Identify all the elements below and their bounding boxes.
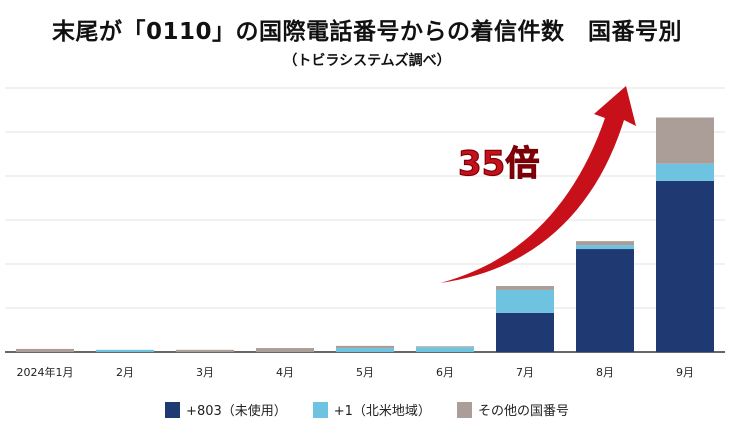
legend-swatch (456, 401, 472, 418)
legend-item: その他の国番号 (456, 400, 569, 419)
x-tick-label: 3月 (196, 366, 214, 379)
bar-segment (576, 241, 634, 246)
x-tick-label: 2月 (116, 366, 134, 379)
legend-swatch (312, 401, 328, 418)
growth-arrow (440, 86, 636, 283)
legend-label: +803（未使用） (186, 404, 287, 419)
bar-segment (96, 349, 154, 352)
legend-item: +1（北米地域） (312, 400, 431, 419)
bar-segment (656, 163, 714, 181)
x-tick-label: 9月 (676, 366, 694, 379)
x-tick-label: 4月 (276, 366, 294, 379)
bar-segment (576, 249, 634, 352)
x-tick-label: 8月 (596, 366, 614, 379)
bar-segment (256, 348, 314, 352)
bar-segment (656, 180, 714, 352)
legend-swatch (165, 401, 181, 418)
bar-segment (336, 345, 394, 349)
annotation-35x: 35倍 (458, 144, 539, 184)
legend-label: その他の国番号 (477, 404, 569, 419)
bar-segment (416, 347, 474, 352)
bar-segment (16, 348, 74, 352)
bar-segment (336, 348, 394, 352)
bar-segment (656, 117, 714, 164)
bar-segment (496, 286, 554, 290)
bar-segment (496, 289, 554, 313)
bar-segment (576, 245, 634, 250)
bar-segment (496, 312, 554, 352)
x-tick-label: 7月 (516, 366, 534, 379)
x-tick-label: 5月 (356, 366, 374, 379)
legend: +803（未使用） +1（北米地域） その他の国番号 (0, 400, 734, 419)
chart-title: 末尾が「0110」の国際電話番号からの着信件数 国番号別 (51, 19, 682, 45)
x-tick-label: 6月 (436, 366, 454, 379)
x-tick-label: 2024年1月 (17, 365, 74, 379)
bar-segment (416, 346, 474, 348)
legend-item: +803（未使用） (165, 400, 287, 419)
chart-subtitle: （トビラシステムズ調べ） (283, 53, 451, 69)
legend-label: +1（北米地域） (333, 404, 431, 419)
bar-segment (176, 349, 234, 352)
